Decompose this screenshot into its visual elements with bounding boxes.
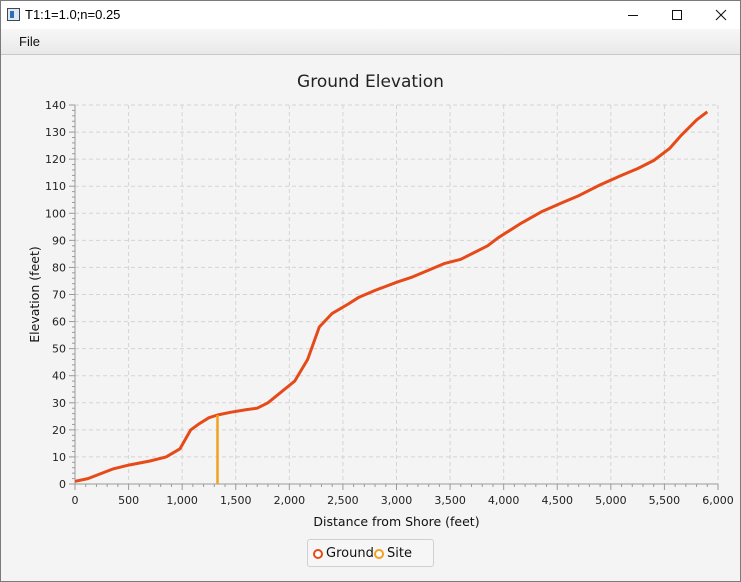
window-title: T1:1=1.0;n=0.25 bbox=[25, 7, 121, 22]
y-tick-label: 100 bbox=[45, 207, 66, 220]
legend-label-site: Site bbox=[387, 546, 412, 561]
maximize-button[interactable] bbox=[655, 1, 699, 29]
x-tick-label: 0 bbox=[72, 494, 79, 507]
minimize-icon bbox=[628, 15, 638, 16]
y-tick-label: 60 bbox=[52, 316, 66, 329]
legend-item-ground: Ground bbox=[313, 546, 374, 561]
close-button[interactable] bbox=[699, 1, 741, 29]
title-bar: T1:1=1.0;n=0.25 bbox=[1, 1, 740, 29]
y-tick-label: 70 bbox=[52, 289, 66, 302]
y-tick-label: 140 bbox=[45, 99, 66, 112]
y-tick-label: 0 bbox=[59, 478, 66, 491]
x-tick-label: 4,500 bbox=[542, 494, 574, 507]
menu-bar: File bbox=[1, 29, 740, 55]
maximize-icon bbox=[672, 10, 682, 20]
series-line-ground bbox=[74, 110, 709, 483]
legend-label-ground: Ground bbox=[326, 546, 374, 561]
chart-area: Ground Elevation 0 10 20 30 40 50 60 70 80 90 100 1… bbox=[1, 55, 740, 581]
x-tick-label: 1,500 bbox=[220, 494, 252, 507]
legend-swatch-site bbox=[374, 548, 384, 559]
y-tick-label: 30 bbox=[52, 397, 66, 410]
menu-file[interactable]: File bbox=[19, 34, 40, 49]
x-tick-label: 1,000 bbox=[166, 494, 198, 507]
chart-plot: 0 10 20 30 40 50 60 70 80 90 100 110 120 130 140 0 500 1,… bbox=[27, 99, 734, 529]
x-tick-label: 5,500 bbox=[649, 494, 681, 507]
x-tick-label: 3,000 bbox=[381, 494, 413, 507]
y-tick-label: 80 bbox=[52, 261, 66, 274]
legend-item-site: Site bbox=[374, 546, 412, 561]
y-tick-label: 110 bbox=[45, 180, 66, 193]
y-tick-label: 20 bbox=[52, 424, 66, 437]
y-tick-label: 40 bbox=[52, 370, 66, 383]
y-tick-label: 130 bbox=[45, 126, 66, 139]
app-icon bbox=[7, 8, 20, 21]
y-axis-title: Elevation (feet) bbox=[27, 246, 42, 342]
y-tick-label: 10 bbox=[52, 451, 66, 464]
chart-legend: Ground Site bbox=[307, 539, 434, 567]
x-tick-label: 500 bbox=[118, 494, 139, 507]
x-tick-label: 5,000 bbox=[595, 494, 627, 507]
chart-title: Ground Elevation bbox=[297, 72, 444, 92]
x-tick-label: 6,000 bbox=[702, 494, 734, 507]
x-tick-label: 3,500 bbox=[434, 494, 466, 507]
x-tick-label: 2,000 bbox=[274, 494, 306, 507]
minimize-button[interactable] bbox=[611, 1, 655, 29]
close-icon bbox=[715, 9, 727, 21]
y-tick-label: 120 bbox=[45, 153, 66, 166]
legend-swatch-ground bbox=[313, 548, 323, 559]
x-axis-title: Distance from Shore (feet) bbox=[313, 514, 479, 529]
y-tick-label: 90 bbox=[52, 234, 66, 247]
x-tick-label: 4,000 bbox=[488, 494, 520, 507]
y-tick-label: 50 bbox=[52, 343, 66, 356]
x-tick-label: 2,500 bbox=[327, 494, 359, 507]
